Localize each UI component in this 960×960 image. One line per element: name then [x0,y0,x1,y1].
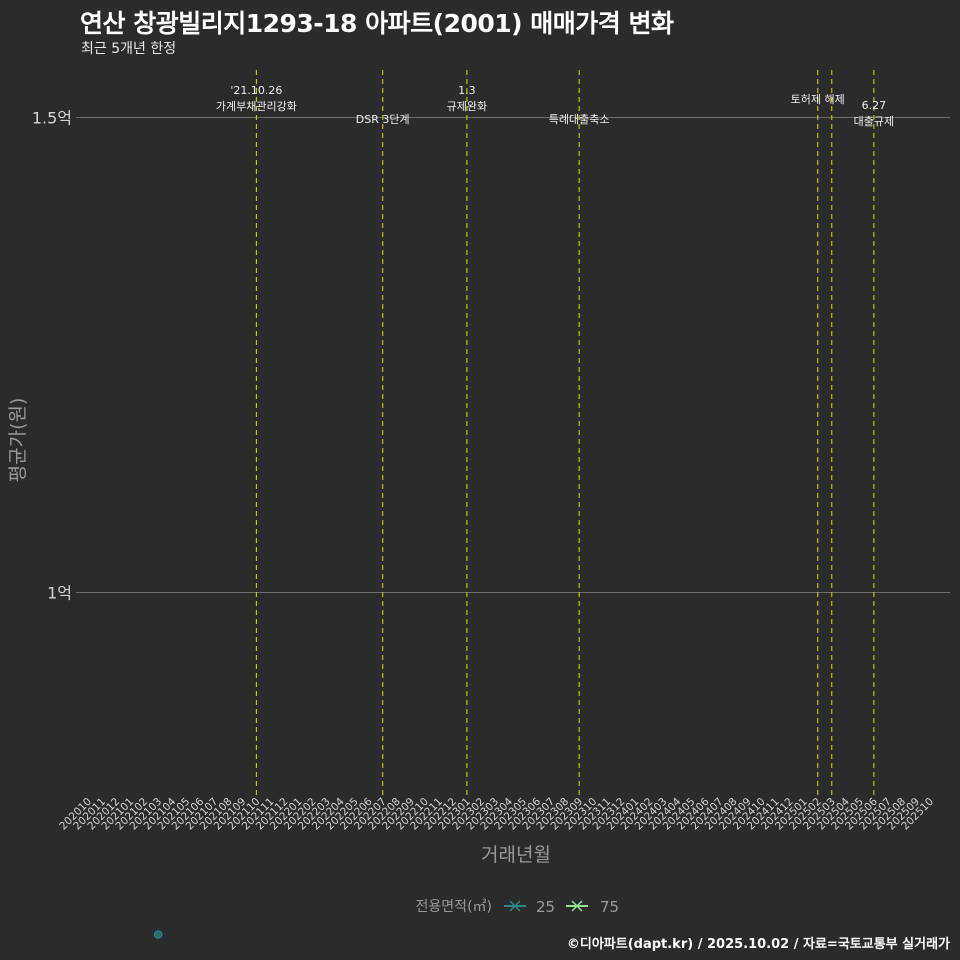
event-label: DSR 3단계 [356,113,410,126]
event-label: 1.3 [458,84,476,97]
x-axis: 2020102020112020122021012021022021032021… [57,795,936,832]
y-tick-label: 1.5억 [32,109,72,128]
legend-title: 전용면적(㎡) [416,899,492,915]
event-label: '21.10.26 [230,84,282,97]
legend-key-75 [566,900,588,912]
legend: 전용면적(㎡) 25 75 [416,898,620,916]
y-tick-label: 1억 [47,584,72,603]
x-axis-title: 거래년월 [481,844,551,866]
data-series [153,930,163,939]
chart-title: 연산 창광빌리지1293-18 아파트(2001) 매매가격 변화 [80,9,674,38]
source-caption: ©디아파트(dapt.kr) / 2025.10.02 / 자료=국토교통부 실… [566,937,950,952]
data-point [153,930,163,939]
event-label: 특례대출축소 [549,113,610,126]
legend-label: 75 [600,898,619,916]
event-label: 6.27 [862,99,887,112]
event-label: 토허제 해제 [791,92,845,106]
event-label: 가계부채관리강화 [216,100,297,113]
event-label: 대출규제 [854,115,894,128]
event-label: 규제완화 [447,100,487,113]
legend-label: 25 [536,898,555,916]
gridlines [76,117,950,593]
y-axis-title: 평균가(원) [7,398,29,483]
y-axis: 1억1.5억2억 [32,109,72,603]
legend-key-25 [504,900,526,912]
chart-subtitle: 최근 5개년 한정 [81,41,177,57]
